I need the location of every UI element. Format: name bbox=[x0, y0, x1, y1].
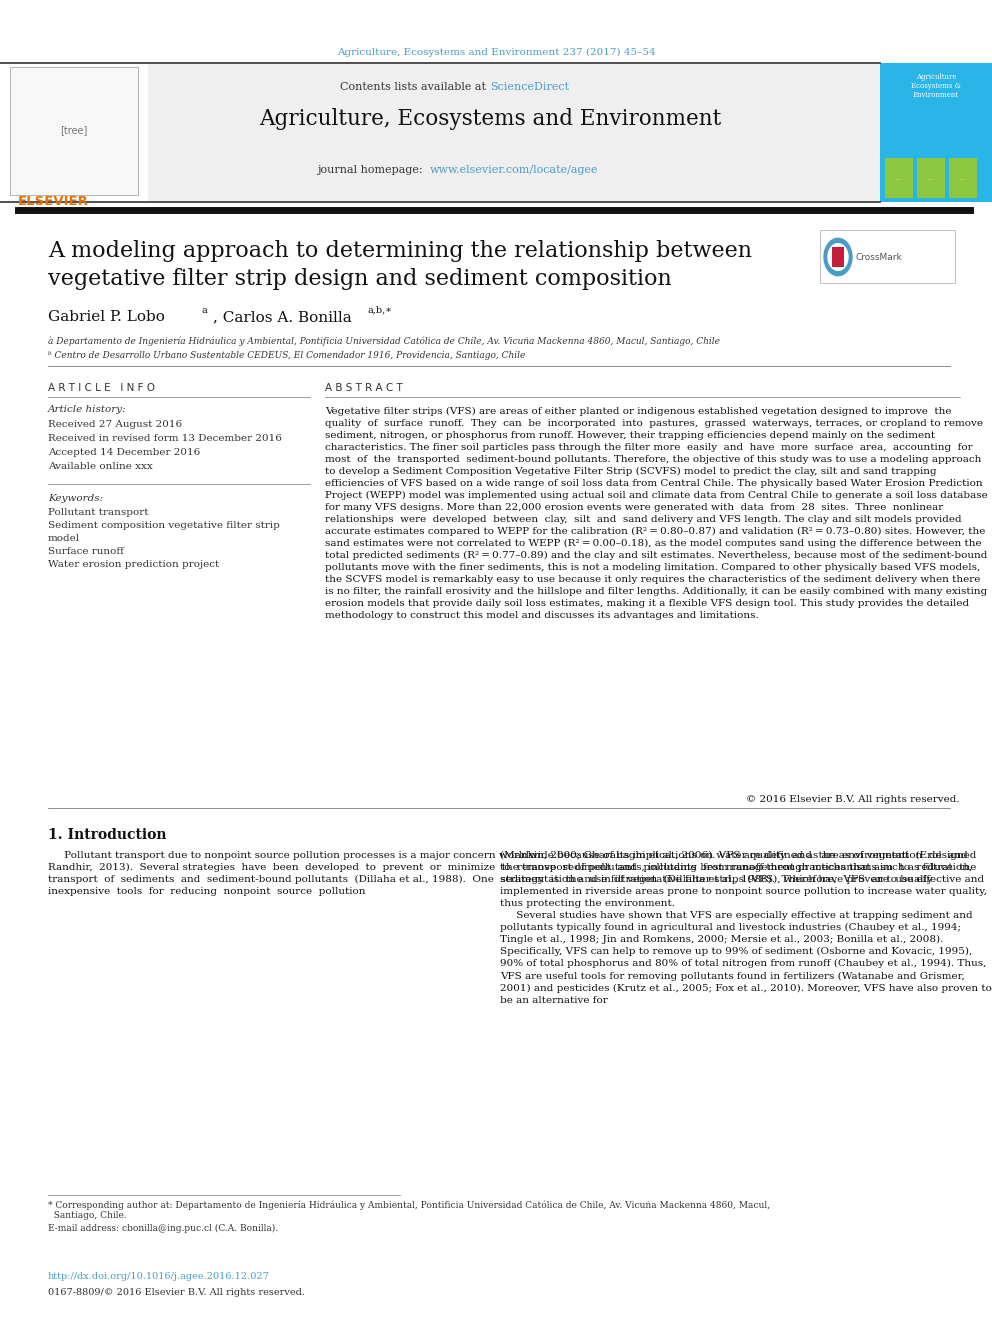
Text: Water erosion prediction project: Water erosion prediction project bbox=[48, 560, 219, 569]
Text: Accepted 14 December 2016: Accepted 14 December 2016 bbox=[48, 448, 200, 456]
Text: model: model bbox=[48, 534, 80, 542]
Text: A modeling approach to determining the relationship between
vegetative filter st: A modeling approach to determining the r… bbox=[48, 239, 752, 290]
Text: http://dx.doi.org/10.1016/j.agee.2016.12.027: http://dx.doi.org/10.1016/j.agee.2016.12… bbox=[48, 1271, 270, 1281]
Text: a: a bbox=[202, 306, 207, 315]
Text: E-mail address: cbonilla@ing.puc.cl (C.A. Bonilla).: E-mail address: cbonilla@ing.puc.cl (C.A… bbox=[48, 1224, 278, 1233]
Text: Keywords:: Keywords: bbox=[48, 493, 103, 503]
Text: 1. Introduction: 1. Introduction bbox=[48, 828, 167, 841]
Text: Pollutant transport due to nonpoint source pollution processes is a major concer: Pollutant transport due to nonpoint sour… bbox=[48, 851, 987, 896]
Text: [tree]: [tree] bbox=[61, 124, 87, 135]
Bar bbox=[885, 157, 913, 198]
Text: à Departamento de Ingeniería Hidráulica y Ambiental, Pontificia Universidad Cató: à Departamento de Ingeniería Hidráulica … bbox=[48, 336, 720, 345]
Text: a,b,∗: a,b,∗ bbox=[368, 306, 393, 315]
Text: * Corresponding author at: Departamento de Ingeniería Hidráulica y Ambiental, Po: * Corresponding author at: Departamento … bbox=[48, 1200, 770, 1220]
Text: ᵇ Centro de Desarrollo Urbano Sustentable CEDEUS, El Comendador 1916, Providenci: ᵇ Centro de Desarrollo Urbano Sustentabl… bbox=[48, 351, 526, 360]
Bar bbox=[832, 247, 844, 267]
Bar bbox=[949, 157, 977, 198]
Text: Article history:: Article history: bbox=[48, 405, 127, 414]
Text: Available online xxx: Available online xxx bbox=[48, 462, 153, 471]
Text: Surface runoff: Surface runoff bbox=[48, 546, 124, 556]
Text: A B S T R A C T: A B S T R A C T bbox=[325, 382, 403, 393]
Text: ELSEVIER: ELSEVIER bbox=[18, 194, 89, 208]
Text: Gabriel P. Lobo: Gabriel P. Lobo bbox=[48, 310, 165, 324]
Text: ...: ... bbox=[896, 175, 903, 181]
Text: 0167-8809/© 2016 Elsevier B.V. All rights reserved.: 0167-8809/© 2016 Elsevier B.V. All right… bbox=[48, 1289, 305, 1297]
Bar bbox=[0, 64, 880, 202]
Bar bbox=[10, 67, 138, 194]
Text: Received 27 August 2016: Received 27 August 2016 bbox=[48, 419, 183, 429]
Text: Agriculture
Ecosystems &
Environment: Agriculture Ecosystems & Environment bbox=[911, 73, 961, 99]
Text: ScienceDirect: ScienceDirect bbox=[490, 82, 569, 93]
Text: (Mankin, 2000; Gharabaghi et al., 2006). VFS are defined as areas of vegetation : (Mankin, 2000; Gharabaghi et al., 2006).… bbox=[500, 851, 992, 1004]
Bar bbox=[917, 157, 945, 198]
Text: © 2016 Elsevier B.V. All rights reserved.: © 2016 Elsevier B.V. All rights reserved… bbox=[746, 795, 960, 804]
Text: www.elsevier.com/locate/agee: www.elsevier.com/locate/agee bbox=[430, 165, 598, 175]
Text: ...: ... bbox=[928, 175, 934, 181]
Text: A R T I C L E   I N F O: A R T I C L E I N F O bbox=[48, 382, 155, 393]
Text: Contents lists available at: Contents lists available at bbox=[340, 82, 490, 93]
Text: , Carlos A. Bonilla: , Carlos A. Bonilla bbox=[213, 310, 352, 324]
Text: Vegetative filter strips (VFS) are areas of either planted or indigenous establi: Vegetative filter strips (VFS) are areas… bbox=[325, 407, 988, 620]
Text: journal homepage:: journal homepage: bbox=[317, 165, 430, 175]
Text: CrossMark: CrossMark bbox=[855, 253, 902, 262]
Text: Sediment composition vegetative filter strip: Sediment composition vegetative filter s… bbox=[48, 521, 280, 531]
Text: Pollutant transport: Pollutant transport bbox=[48, 508, 149, 517]
Text: Received in revised form 13 December 2016: Received in revised form 13 December 201… bbox=[48, 434, 282, 443]
Text: ...: ... bbox=[959, 175, 966, 181]
Text: Agriculture, Ecosystems and Environment: Agriculture, Ecosystems and Environment bbox=[259, 108, 721, 130]
Circle shape bbox=[824, 238, 852, 275]
Text: Agriculture, Ecosystems and Environment 237 (2017) 45–54: Agriculture, Ecosystems and Environment … bbox=[336, 48, 656, 57]
Circle shape bbox=[828, 243, 848, 270]
Bar bbox=[880, 64, 992, 202]
Bar bbox=[0, 64, 148, 202]
Bar bbox=[820, 230, 955, 283]
